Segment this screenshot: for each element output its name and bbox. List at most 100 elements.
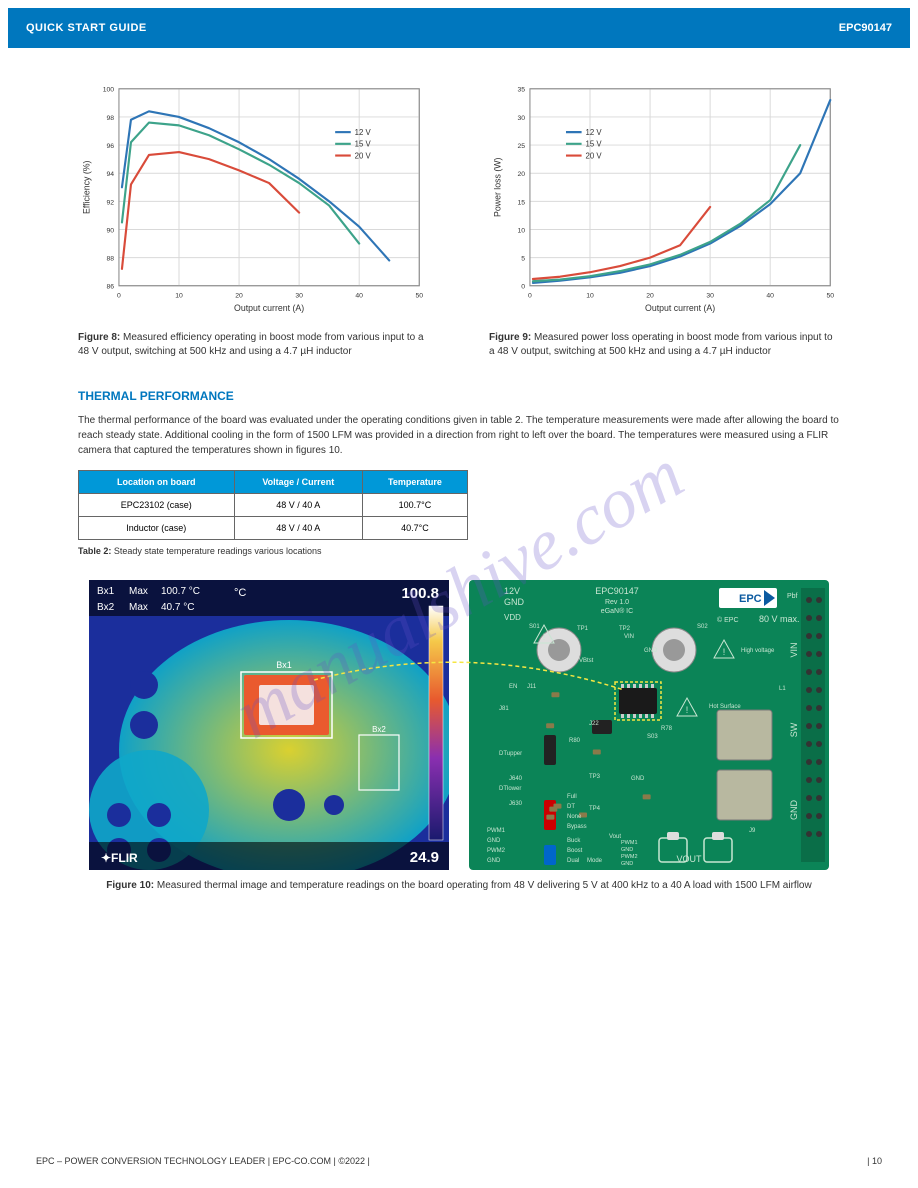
svg-text:86: 86 — [106, 284, 114, 291]
svg-text:30: 30 — [517, 115, 525, 122]
thermal-section-title: THERMAL PERFORMANCE — [78, 389, 840, 403]
svg-text:100: 100 — [103, 87, 115, 94]
svg-text:Efficiency (%): Efficiency (%) — [82, 160, 92, 214]
svg-text:J81: J81 — [499, 706, 509, 712]
eff-caption: Figure 8: Measured efficiency operating … — [78, 331, 429, 359]
svg-text:100.8: 100.8 — [401, 585, 439, 602]
header-left: QUICK START GUIDE — [26, 22, 147, 34]
svg-text:10: 10 — [586, 292, 594, 299]
svg-text:S01: S01 — [529, 624, 540, 630]
svg-text:VIN: VIN — [789, 642, 799, 657]
svg-text:30: 30 — [706, 292, 714, 299]
svg-text:Vout: Vout — [609, 834, 621, 840]
svg-text:35: 35 — [517, 87, 525, 94]
svg-text:40: 40 — [766, 292, 774, 299]
svg-text:Bypass: Bypass — [567, 824, 587, 830]
pcb-image: VINSWGND12VGNDEPC90147Rev 1.0eGaN® ICEPC… — [469, 580, 829, 870]
svg-text:EPC: EPC — [739, 593, 762, 605]
svg-text:J22: J22 — [589, 721, 599, 727]
svg-text:Pbf: Pbf — [787, 593, 798, 600]
svg-text:GND: GND — [644, 648, 658, 654]
svg-text:98: 98 — [106, 115, 114, 122]
svg-text:30: 30 — [295, 292, 303, 299]
svg-text:88: 88 — [106, 256, 114, 263]
svg-text:96: 96 — [106, 143, 114, 150]
svg-text:SW: SW — [789, 722, 799, 737]
svg-text:50: 50 — [415, 292, 423, 299]
svg-text:20: 20 — [646, 292, 654, 299]
loss-caption: Figure 9: Measured power loss operating … — [489, 331, 840, 359]
svg-text:EN: EN — [509, 684, 517, 690]
svg-text:!: ! — [686, 705, 689, 715]
svg-text:Max: Max — [129, 586, 148, 597]
svg-text:GND: GND — [631, 776, 645, 782]
svg-text:°C: °C — [234, 587, 246, 599]
svg-text:Bx1: Bx1 — [276, 660, 292, 670]
svg-text:J630: J630 — [509, 801, 523, 807]
svg-text:!: ! — [723, 647, 726, 657]
svg-text:GND: GND — [504, 597, 525, 607]
svg-text:J11: J11 — [527, 684, 537, 690]
svg-text:12 V: 12 V — [585, 128, 602, 137]
svg-text:VOUT: VOUT — [676, 854, 702, 864]
svg-text:✦FLIR: ✦FLIR — [101, 851, 138, 865]
svg-text:40: 40 — [355, 292, 363, 299]
svg-text:L1: L1 — [779, 686, 786, 692]
temp-table: Location on boardVoltage / CurrentTemper… — [78, 470, 468, 540]
svg-text:GND: GND — [789, 800, 799, 821]
svg-text:GND: GND — [487, 858, 501, 864]
svg-text:Power loss (W): Power loss (W) — [493, 157, 503, 216]
svg-text:15 V: 15 V — [355, 140, 372, 149]
svg-text:Max: Max — [129, 602, 148, 613]
svg-text:R80: R80 — [569, 738, 581, 744]
table-caption: Table 2: Steady state temperature readin… — [78, 546, 840, 556]
svg-text:© EPC: © EPC — [717, 616, 739, 624]
svg-text:S02: S02 — [697, 624, 708, 630]
svg-text:5: 5 — [521, 256, 525, 263]
svg-text:PWM2: PWM2 — [487, 848, 506, 854]
svg-text:Bx2: Bx2 — [97, 602, 115, 613]
svg-text:Bx2: Bx2 — [372, 725, 386, 734]
header-right: EPC90147 — [839, 22, 892, 34]
svg-text:94: 94 — [106, 171, 114, 178]
svg-text:TP4: TP4 — [589, 806, 601, 812]
svg-text:92: 92 — [106, 199, 114, 206]
svg-text:J9: J9 — [749, 828, 756, 834]
svg-text:eGaN® IC: eGaN® IC — [601, 607, 633, 615]
svg-text:20 V: 20 V — [355, 151, 372, 160]
thermal-caption: Figure 10: Measured thermal image and te… — [78, 880, 840, 891]
svg-text:15 V: 15 V — [585, 140, 602, 149]
svg-text:GND: GND — [621, 861, 633, 867]
svg-text:Dual: Dual — [567, 858, 579, 864]
svg-text:PWM1: PWM1 — [487, 828, 506, 834]
svg-text:J640: J640 — [509, 776, 523, 782]
svg-text:EPC90147: EPC90147 — [595, 586, 639, 596]
svg-text:25: 25 — [517, 143, 525, 150]
svg-text:Mode: Mode — [587, 858, 603, 864]
eff-chart-svg: 010203040508688909294969810012 V15 V20 V… — [78, 78, 429, 318]
svg-text:Boost: Boost — [567, 848, 583, 854]
footer-left: EPC – POWER CONVERSION TECHNOLOGY LEADER… — [36, 1156, 370, 1166]
svg-text:100.7 °C: 100.7 °C — [161, 586, 200, 597]
svg-text:0: 0 — [521, 284, 525, 291]
thermal-image: Bx1Bx2Bx1Max100.7 °CBx2Max40.7 °C°C100.8… — [89, 580, 449, 870]
svg-text:R78: R78 — [661, 726, 673, 732]
svg-text:S03: S03 — [647, 734, 658, 740]
svg-text:Bx1: Bx1 — [97, 586, 115, 597]
svg-text:Buck: Buck — [567, 838, 581, 844]
svg-text:12V: 12V — [504, 586, 520, 596]
svg-text:PWM1: PWM1 — [621, 840, 638, 846]
svg-text:Full: Full — [567, 794, 577, 800]
svg-text:90: 90 — [106, 227, 114, 234]
svg-text:!: ! — [543, 632, 546, 642]
footer-right: | 10 — [867, 1156, 882, 1166]
svg-text:DTupper: DTupper — [499, 751, 522, 757]
svg-text:20: 20 — [517, 171, 525, 178]
svg-text:10: 10 — [175, 292, 183, 299]
loss-chart: 010203040500510152025303512 V15 V20 VOut… — [489, 78, 840, 323]
svg-text:Hot Surface: Hot Surface — [709, 704, 741, 710]
svg-text:80 V max.: 80 V max. — [759, 614, 800, 624]
svg-text:15: 15 — [517, 199, 525, 206]
svg-text:24.9: 24.9 — [410, 849, 439, 866]
svg-text:20: 20 — [235, 292, 243, 299]
